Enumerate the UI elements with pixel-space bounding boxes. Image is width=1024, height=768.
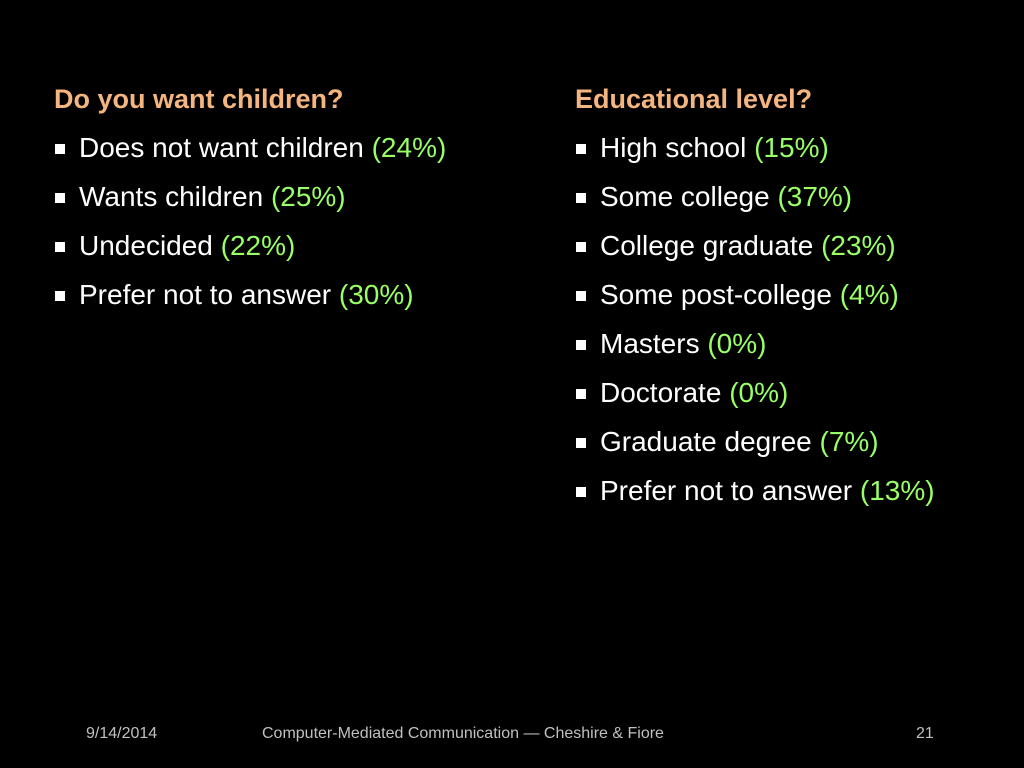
item-label: Some post-college <box>600 279 832 310</box>
item-percent: (25%) <box>270 181 346 212</box>
right-column: Educational level? High school (15%) Som… <box>575 80 1015 521</box>
square-bullet-icon <box>576 144 586 154</box>
item-percent: (4%) <box>839 279 899 310</box>
list-item: Some college (37%) <box>575 178 1015 216</box>
item-label: Doctorate <box>600 377 722 408</box>
list-item: Prefer not to answer (30%) <box>54 276 554 314</box>
item-label: Wants children <box>79 181 264 212</box>
square-bullet-icon <box>576 438 586 448</box>
square-bullet-icon <box>576 242 586 252</box>
square-bullet-icon <box>55 193 65 203</box>
list-item: Masters (0%) <box>575 325 1015 363</box>
item-label: Does not want children <box>79 132 364 163</box>
footer-title: Computer-Mediated Communication — Cheshi… <box>262 725 664 742</box>
education-list: High school (15%) Some college (37%) Col… <box>575 129 1015 510</box>
item-percent: (37%) <box>777 181 853 212</box>
item-label: Prefer not to answer <box>79 279 332 310</box>
page-number: 21 <box>916 725 934 742</box>
square-bullet-icon <box>576 340 586 350</box>
left-column: Do you want children? Does not want chil… <box>54 80 554 325</box>
item-percent: (7%) <box>819 426 879 457</box>
item-label: College graduate <box>600 230 814 261</box>
item-percent: (0%) <box>729 377 789 408</box>
item-label: Some college <box>600 181 770 212</box>
list-item: Undecided (22%) <box>54 227 554 265</box>
list-item: High school (15%) <box>575 129 1015 167</box>
item-percent: (13%) <box>859 475 935 506</box>
square-bullet-icon <box>55 144 65 154</box>
list-item: Does not want children (24%) <box>54 129 554 167</box>
children-heading: Do you want children? <box>54 84 344 114</box>
item-percent: (22%) <box>220 230 296 261</box>
item-label: High school <box>600 132 747 163</box>
square-bullet-icon <box>576 389 586 399</box>
list-item: Some post-college (4%) <box>575 276 1015 314</box>
item-percent: (23%) <box>821 230 896 261</box>
square-bullet-icon <box>576 193 586 203</box>
item-percent: (15%) <box>754 132 829 163</box>
item-label: Masters <box>600 328 700 359</box>
item-percent: (0%) <box>707 328 767 359</box>
item-label: Undecided <box>79 230 213 261</box>
list-item: Doctorate (0%) <box>575 374 1015 412</box>
education-heading: Educational level? <box>575 84 813 114</box>
square-bullet-icon <box>576 291 586 301</box>
list-item: Prefer not to answer (13%) <box>575 472 1015 510</box>
list-item: Graduate degree (7%) <box>575 423 1015 461</box>
square-bullet-icon <box>55 242 65 252</box>
item-label: Prefer not to answer <box>600 475 853 506</box>
item-label: Graduate degree <box>600 426 812 457</box>
list-item: Wants children (25%) <box>54 178 554 216</box>
footer-date: 9/14/2014 <box>86 725 158 742</box>
square-bullet-icon <box>576 487 586 497</box>
item-percent: (24%) <box>371 132 447 163</box>
square-bullet-icon <box>55 291 65 301</box>
item-percent: (30%) <box>338 279 414 310</box>
children-list: Does not want children (24%) Wants child… <box>54 129 554 314</box>
list-item: College graduate (23%) <box>575 227 1015 265</box>
